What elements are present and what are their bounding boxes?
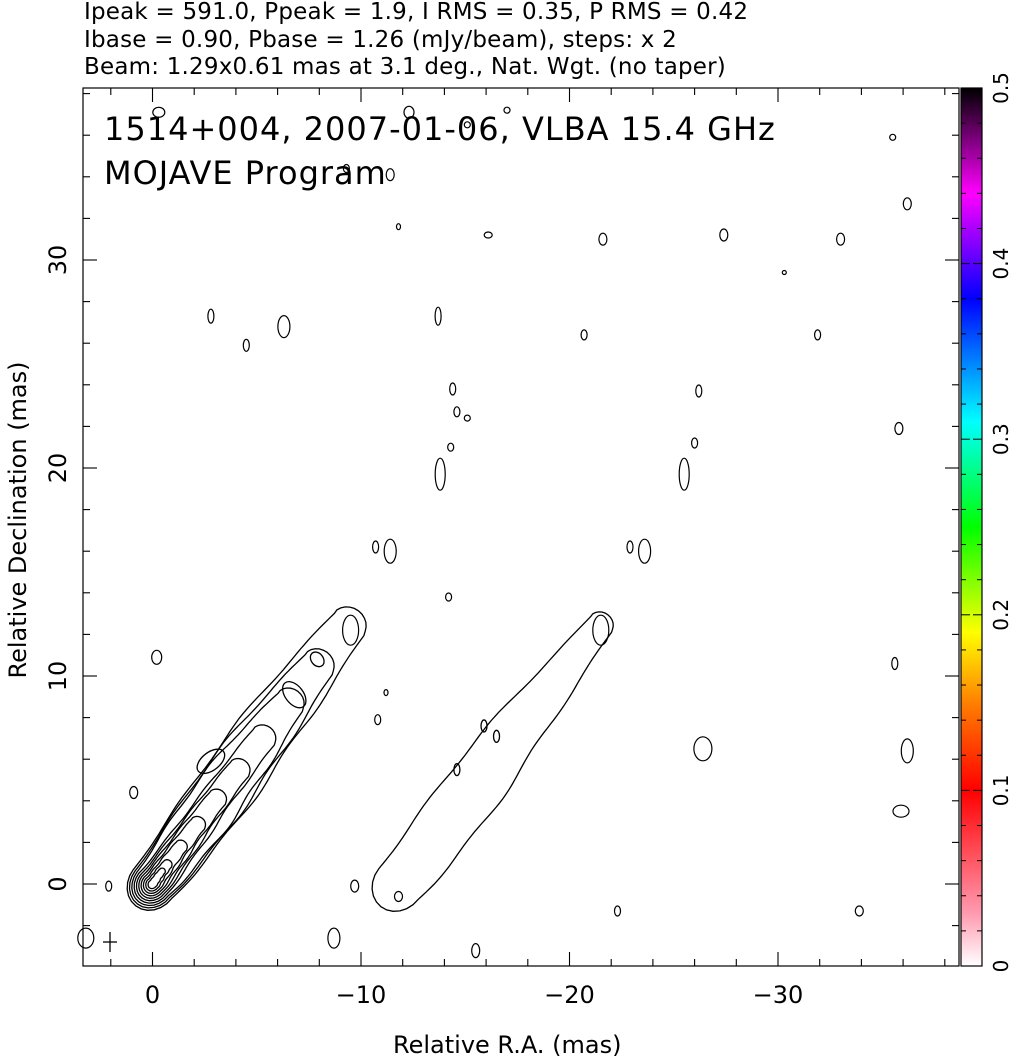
- noise-contour: [695, 384, 703, 398]
- noise-contour: [894, 421, 904, 436]
- colorbar-ticks: 0 0.1 0.2 0.3 0.4 0.5: [961, 72, 1013, 972]
- noise-contour: [105, 880, 113, 892]
- colorbar-tick-label: 0.1: [989, 774, 1013, 806]
- noise-contour: [580, 329, 588, 341]
- noise-contour: [678, 457, 690, 491]
- noise-contour: [854, 905, 864, 917]
- noise-contour: [374, 714, 382, 726]
- noise-contour: [613, 905, 622, 917]
- jet-knot-contour: [309, 651, 325, 668]
- noise-contour: [690, 437, 699, 449]
- polarization-small-contour: [492, 729, 501, 743]
- intensity-contour: [128, 648, 335, 909]
- jet-knot-contour: [196, 748, 226, 775]
- noise-contour: [781, 269, 787, 276]
- noise-contour: [637, 538, 652, 564]
- noise-contour: [383, 538, 397, 564]
- noise-contour: [900, 738, 914, 764]
- y-tick-label: 0: [44, 876, 72, 891]
- noise-contour: [835, 232, 846, 246]
- noise-contour: [342, 614, 360, 646]
- colorbar-tick-label: 0.5: [989, 72, 1013, 104]
- beam-marker: [103, 932, 117, 952]
- noise-contour: [483, 231, 493, 239]
- noise-contour: [592, 614, 610, 646]
- noise-contour: [151, 649, 163, 665]
- jet-knot-contour: [281, 681, 307, 709]
- noise-contour: [892, 804, 910, 818]
- polarization-small-contour: [453, 762, 461, 777]
- noise-contour: [129, 785, 139, 800]
- y-tick-label: 10: [44, 661, 72, 692]
- plot-frame: [82, 87, 960, 967]
- colorbar-tick-label: 0.2: [989, 599, 1013, 631]
- y-axis-title: Relative Declination (mas): [4, 361, 32, 679]
- intensity-contour: [147, 867, 166, 890]
- noise-contour: [453, 406, 461, 418]
- noise-contour: [393, 890, 404, 903]
- intensity-contour: [126, 606, 367, 911]
- polarization-small-contour: [480, 719, 488, 733]
- chart-title: 1514+004, 2007-01-06, VLBA 15.4 GHz: [104, 110, 776, 148]
- x-axis-title: Relative R.A. (mas): [393, 1031, 622, 1059]
- noise-contour: [889, 133, 897, 141]
- noise-contour: [383, 688, 389, 697]
- noise-contour: [77, 927, 95, 949]
- header-line-1: Ipeak = 591.0, Ppeak = 1.9, I RMS = 0.35…: [84, 0, 749, 25]
- noise-contour: [463, 121, 471, 129]
- total-intensity-contours: [126, 606, 367, 911]
- noise-contour: [327, 927, 341, 949]
- intensity-contour: [142, 839, 188, 895]
- colorbar-tick-label: 0.3: [989, 423, 1013, 455]
- noise-contour: [434, 306, 442, 326]
- noise-contour: [372, 540, 380, 554]
- x-tick-label: 0: [145, 981, 160, 1009]
- header-line-3: Beam: 1.29x0.61 mas at 3.1 deg., Nat. Wg…: [84, 54, 726, 80]
- noise-contour: [350, 879, 360, 893]
- colorbar: [960, 87, 983, 967]
- noise-contour: [242, 338, 250, 352]
- noise-contour: [449, 382, 457, 396]
- noise-contour: [152, 106, 166, 118]
- noise-contour: [503, 106, 511, 114]
- noise-contour: [626, 540, 634, 554]
- noise-contour: [445, 592, 453, 602]
- colorbar-tick-label: 0: [989, 960, 1013, 973]
- colorbar-tick-label: 0.4: [989, 248, 1013, 280]
- intensity-contour: [133, 724, 277, 904]
- intensity-contour: [138, 788, 228, 899]
- polarization-contour: [371, 611, 614, 912]
- y-tick-label: 30: [44, 245, 72, 276]
- noise-contour: [277, 315, 291, 339]
- polarized-intensity-contours: [371, 611, 614, 912]
- noise-contour: [207, 308, 215, 324]
- noise-contour: [385, 168, 395, 182]
- noise-contour: [598, 232, 608, 246]
- noise-contours: [77, 105, 914, 959]
- axes: 0 −10 −20 −30 0 10 20 30: [44, 88, 959, 1009]
- x-tick-label: −20: [544, 981, 595, 1009]
- noise-contour: [463, 414, 471, 422]
- noise-contour: [434, 457, 446, 491]
- x-tick-label: −30: [753, 981, 804, 1009]
- intensity-contour: [140, 815, 207, 897]
- x-tick-label: −10: [336, 981, 387, 1009]
- chart-subtitle: MOJAVE Program: [104, 154, 387, 192]
- y-tick-label: 20: [44, 453, 72, 484]
- noise-contour: [693, 736, 713, 762]
- intensity-contour: [135, 757, 251, 902]
- noise-contour: [902, 197, 912, 211]
- header-line-2: Ibase = 0.90, Pbase = 1.26 (mJy/beam), s…: [84, 27, 677, 53]
- noise-contour: [891, 656, 899, 671]
- noise-contour: [471, 942, 481, 959]
- noise-contour: [813, 329, 822, 341]
- intensity-contour: [145, 859, 173, 892]
- noise-contour: [447, 442, 455, 452]
- noise-contour: [719, 228, 729, 242]
- noise-contour: [395, 223, 402, 231]
- noise-contour: [342, 163, 350, 174]
- noise-contour: [403, 105, 415, 119]
- intensity-contour: [131, 687, 305, 907]
